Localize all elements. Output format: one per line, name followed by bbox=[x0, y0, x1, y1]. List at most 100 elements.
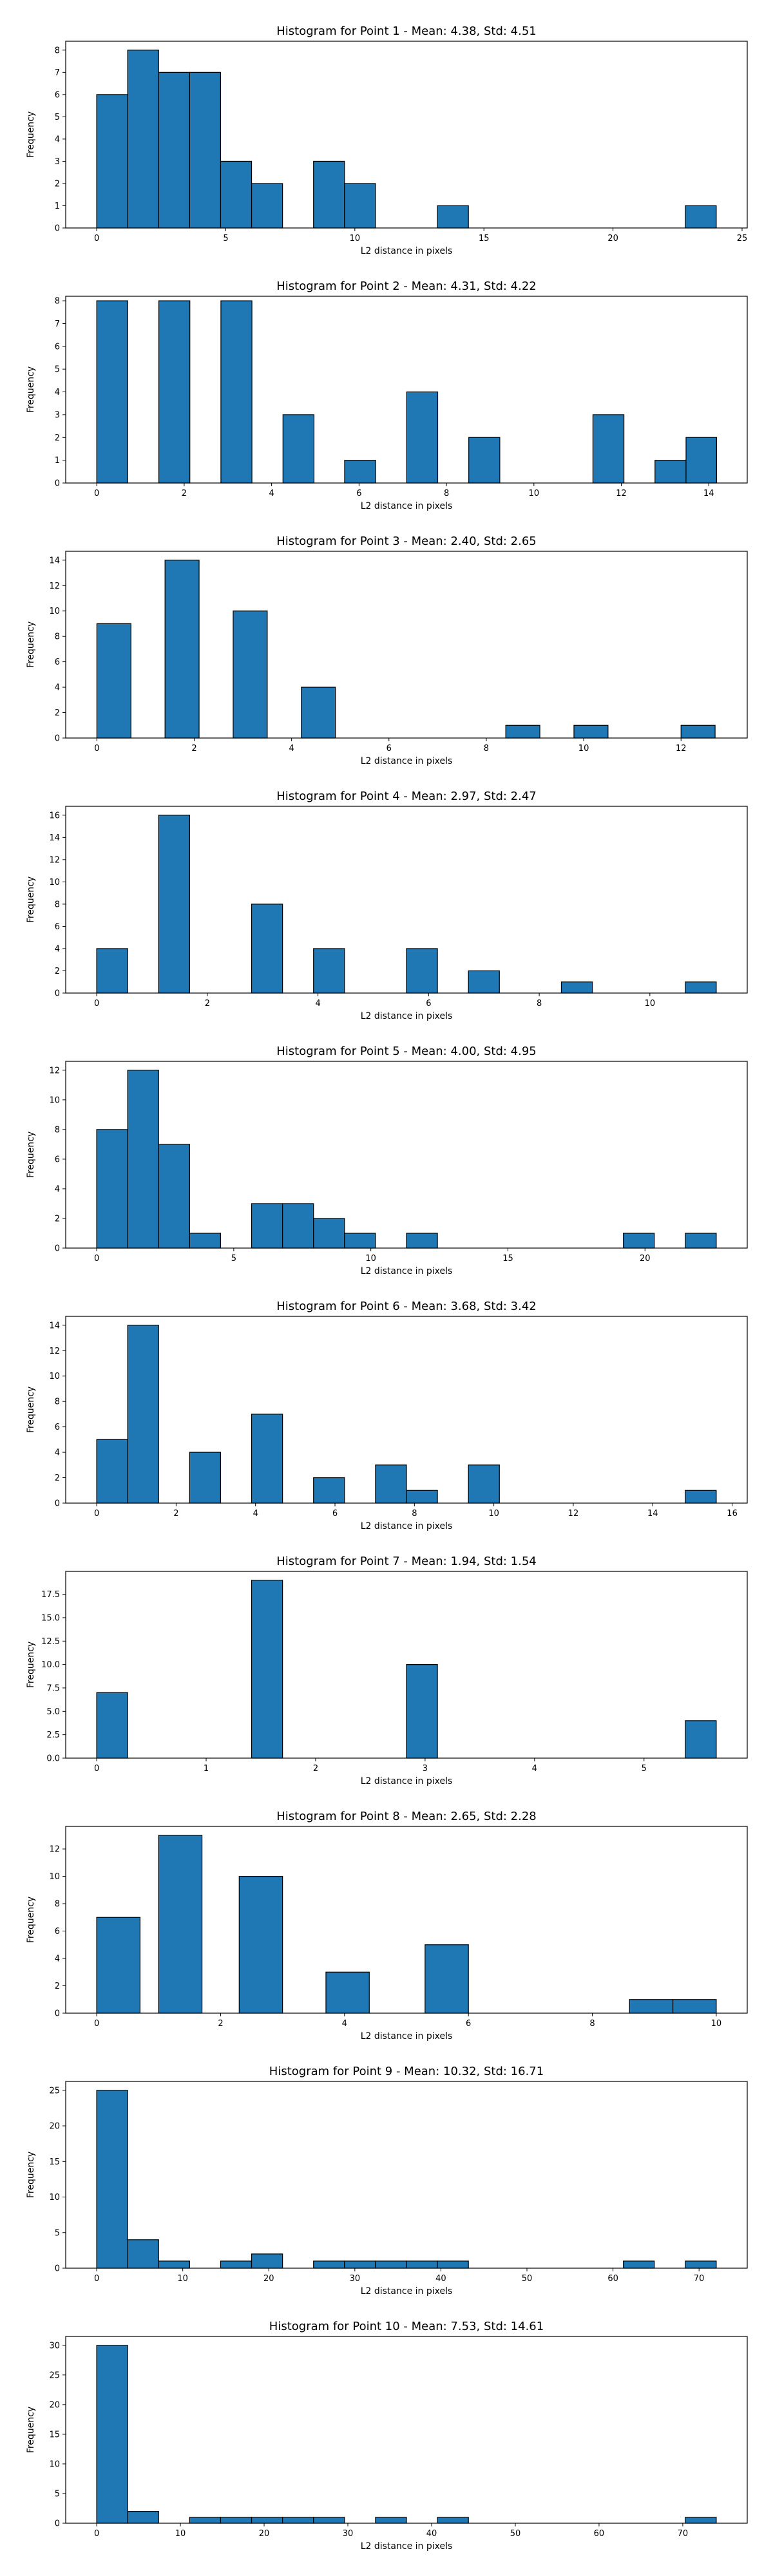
x-tick-label: 6 bbox=[332, 1509, 338, 1519]
x-tick-label: 10 bbox=[350, 234, 361, 243]
histogram-bar bbox=[96, 2345, 128, 2524]
histogram-bar bbox=[685, 1233, 717, 1249]
histogram-bar bbox=[406, 391, 439, 484]
axes-frame bbox=[65, 2081, 748, 2269]
x-tick-label: 16 bbox=[727, 1509, 738, 1519]
histogram-bar bbox=[96, 1439, 128, 1504]
y-tick-label: 14 bbox=[49, 556, 60, 565]
histogram-bar bbox=[282, 414, 315, 484]
y-tick-label: 2.5 bbox=[46, 1730, 60, 1740]
histogram-bar bbox=[158, 300, 191, 484]
y-tick-label: 0 bbox=[55, 2519, 60, 2529]
histogram-bar bbox=[127, 50, 159, 229]
x-tick-label: 25 bbox=[737, 234, 748, 243]
y-tick-label: 6 bbox=[55, 1423, 60, 1432]
y-tick-label: 14 bbox=[49, 1321, 60, 1331]
y-tick-label: 10 bbox=[49, 1372, 60, 1381]
histogram-bar bbox=[251, 2517, 283, 2524]
histogram-bar bbox=[127, 2510, 159, 2524]
y-axis-label: Frequency bbox=[26, 621, 36, 668]
histogram-bar bbox=[685, 981, 717, 994]
x-tick-label: 0 bbox=[94, 1764, 99, 1774]
y-axis-label: Frequency bbox=[26, 876, 36, 923]
y-tick-label: 4 bbox=[55, 1184, 60, 1194]
axes-frame bbox=[65, 41, 748, 229]
y-tick-label: 0 bbox=[55, 224, 60, 234]
y-tick-label: 2 bbox=[55, 1214, 60, 1224]
y-tick-label: 5.0 bbox=[46, 1707, 60, 1717]
y-tick-label: 0 bbox=[55, 989, 60, 999]
y-tick-label: 20 bbox=[49, 2122, 60, 2132]
histogram-bar bbox=[158, 1144, 190, 1249]
x-tick-label: 20 bbox=[263, 2274, 274, 2284]
histogram-bar bbox=[127, 1325, 159, 1504]
x-tick-label: 15 bbox=[502, 1254, 513, 1264]
histogram-bar bbox=[96, 1129, 128, 1249]
histogram-1: Histogram for Point 1 - Mean: 4.38, Std:… bbox=[26, 24, 748, 256]
histogram-3: Histogram for Point 3 - Mean: 2.40, Std:… bbox=[26, 535, 748, 766]
y-tick-label: 30 bbox=[49, 2341, 60, 2351]
histogram-bar bbox=[96, 1917, 141, 2014]
x-tick-label: 8 bbox=[589, 2019, 595, 2029]
y-tick-label: 16 bbox=[49, 811, 60, 820]
histogram-bar bbox=[313, 2517, 345, 2524]
histogram-bar bbox=[251, 1203, 283, 1249]
x-tick-label: 2 bbox=[313, 1764, 318, 1774]
x-axis-label: L2 distance in pixels bbox=[361, 2541, 453, 2552]
x-axis-label: L2 distance in pixels bbox=[361, 2286, 453, 2297]
x-tick-label: 12 bbox=[568, 1509, 579, 1519]
y-tick-label: 14 bbox=[49, 833, 60, 843]
histogram-bar bbox=[158, 1835, 203, 2014]
y-tick-label: 2 bbox=[55, 708, 60, 718]
histogram-bar bbox=[220, 2517, 253, 2524]
x-tick-label: 10 bbox=[488, 1509, 499, 1519]
histogram-bar bbox=[313, 1477, 345, 1504]
x-tick-label: 50 bbox=[522, 2274, 533, 2284]
chart-title: Histogram for Point 1 - Mean: 4.38, Std:… bbox=[276, 24, 537, 38]
histogram-bar bbox=[685, 1490, 717, 1504]
y-tick-label: 15 bbox=[49, 2157, 60, 2167]
x-tick-label: 10 bbox=[529, 489, 540, 498]
histogram-bar bbox=[325, 1971, 370, 2014]
y-tick-label: 6 bbox=[55, 658, 60, 667]
y-tick-label: 0 bbox=[55, 2264, 60, 2274]
x-tick-label: 12 bbox=[616, 489, 627, 498]
chart-title: Histogram for Point 4 - Mean: 2.97, Std:… bbox=[276, 790, 537, 803]
histogram-bar bbox=[158, 815, 190, 994]
y-tick-label: 8 bbox=[55, 632, 60, 642]
x-tick-label: 6 bbox=[386, 744, 392, 753]
y-tick-label: 10 bbox=[49, 2459, 60, 2469]
x-tick-label: 8 bbox=[412, 1509, 417, 1519]
y-tick-label: 1 bbox=[55, 456, 60, 466]
y-tick-label: 5 bbox=[55, 2489, 60, 2499]
histogram-bar bbox=[189, 71, 222, 229]
y-tick-label: 15.0 bbox=[41, 1613, 60, 1623]
x-tick-label: 15 bbox=[479, 234, 490, 243]
x-tick-label: 6 bbox=[426, 999, 431, 1009]
y-axis-label: Frequency bbox=[26, 111, 36, 158]
histogram-bar bbox=[344, 460, 376, 484]
x-tick-label: 0 bbox=[94, 489, 99, 498]
histogram-bar bbox=[406, 1233, 438, 1249]
histogram-bar bbox=[437, 2260, 469, 2269]
histogram-8: Histogram for Point 8 - Mean: 2.65, Std:… bbox=[26, 1810, 748, 2041]
histogram-bar bbox=[375, 1464, 407, 1504]
x-tick-label: 12 bbox=[676, 744, 687, 753]
x-tick-label: 4 bbox=[342, 2019, 347, 2029]
histogram-bar bbox=[238, 1875, 283, 2014]
y-tick-label: 4 bbox=[55, 683, 60, 693]
x-tick-label: 8 bbox=[484, 744, 489, 753]
histogram-4: Histogram for Point 4 - Mean: 2.97, Std:… bbox=[26, 790, 748, 1021]
y-tick-label: 3 bbox=[55, 157, 60, 167]
histogram-2: Histogram for Point 2 - Mean: 4.31, Std:… bbox=[26, 279, 748, 511]
y-tick-label: 8 bbox=[55, 900, 60, 909]
histogram-bar bbox=[189, 1452, 222, 1504]
x-axis-label: L2 distance in pixels bbox=[361, 246, 453, 256]
y-tick-label: 4 bbox=[55, 388, 60, 397]
chart-title: Histogram for Point 3 - Mean: 2.40, Std:… bbox=[276, 535, 537, 548]
x-tick-label: 4 bbox=[315, 999, 320, 1009]
y-tick-label: 10 bbox=[49, 607, 60, 616]
y-tick-label: 12 bbox=[49, 1066, 60, 1075]
y-tick-label: 4 bbox=[55, 944, 60, 954]
y-tick-label: 6 bbox=[55, 922, 60, 932]
